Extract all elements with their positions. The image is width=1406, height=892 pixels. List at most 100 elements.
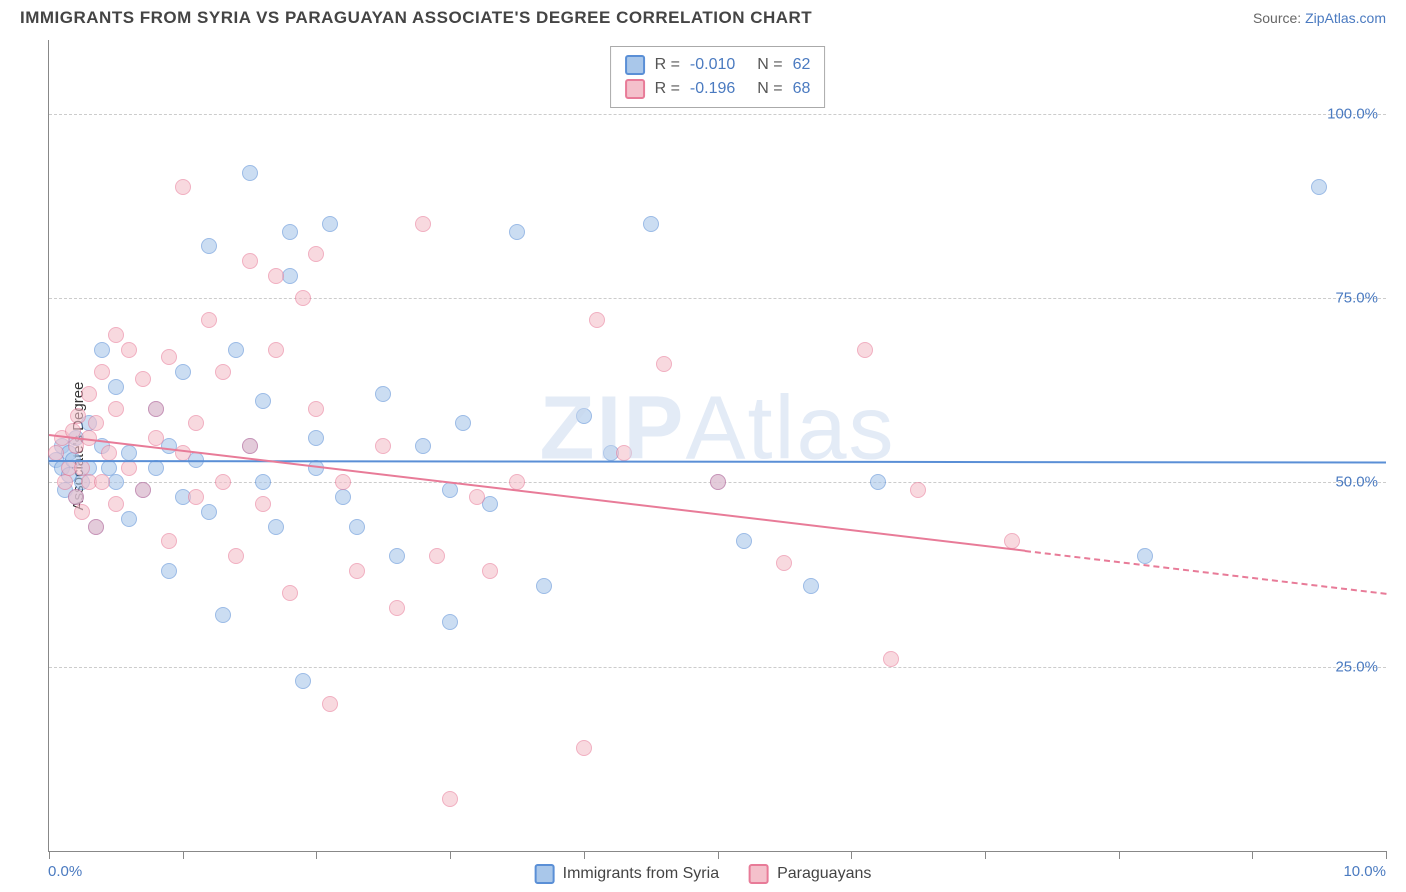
data-point <box>335 489 351 505</box>
data-point <box>201 312 217 328</box>
header: IMMIGRANTS FROM SYRIA VS PARAGUAYAN ASSO… <box>0 0 1406 32</box>
source: Source: ZipAtlas.com <box>1253 10 1386 26</box>
data-point <box>616 445 632 461</box>
data-point <box>536 578 552 594</box>
data-point <box>94 342 110 358</box>
data-point <box>121 445 137 461</box>
data-point <box>108 327 124 343</box>
y-tick-label: 50.0% <box>1335 474 1378 491</box>
source-link[interactable]: ZipAtlas.com <box>1305 10 1386 26</box>
data-point <box>255 474 271 490</box>
data-point <box>415 216 431 232</box>
x-axis-max-label: 10.0% <box>1343 863 1386 880</box>
data-point <box>242 253 258 269</box>
r-value-syria: -0.010 <box>690 56 735 74</box>
x-tick <box>1252 851 1253 859</box>
legend-swatch-syria <box>625 55 645 75</box>
data-point <box>74 504 90 520</box>
data-point <box>883 651 899 667</box>
x-tick <box>584 851 585 859</box>
data-point <box>228 342 244 358</box>
data-point <box>101 445 117 461</box>
data-point <box>70 408 86 424</box>
legend-color-syria <box>535 864 555 884</box>
data-point <box>1137 548 1153 564</box>
data-point <box>442 791 458 807</box>
trend-line-extrapolated <box>1025 550 1386 595</box>
data-point <box>268 519 284 535</box>
n-label: N = <box>757 56 782 74</box>
data-point <box>161 533 177 549</box>
x-tick <box>450 851 451 859</box>
x-tick <box>1386 851 1387 859</box>
data-point <box>228 548 244 564</box>
y-tick-label: 25.0% <box>1335 658 1378 675</box>
data-point <box>255 393 271 409</box>
data-point <box>375 438 391 454</box>
r-value-paraguay: -0.196 <box>690 80 735 98</box>
plot-area: ZIPAtlas R = -0.010 N = 62 R = -0.196 N … <box>48 40 1386 852</box>
data-point <box>188 489 204 505</box>
legend-stats: R = -0.010 N = 62 R = -0.196 N = 68 <box>610 46 826 108</box>
n-label: N = <box>757 80 782 98</box>
data-point <box>201 238 217 254</box>
legend-swatch-paraguay <box>625 79 645 99</box>
data-point <box>375 386 391 402</box>
data-point <box>870 474 886 490</box>
data-point <box>88 415 104 431</box>
data-point <box>282 224 298 240</box>
grid-line <box>49 114 1386 115</box>
data-point <box>242 165 258 181</box>
data-point <box>295 673 311 689</box>
legend-label-syria: Immigrants from Syria <box>563 865 719 883</box>
y-tick-label: 100.0% <box>1327 105 1378 122</box>
data-point <box>335 474 351 490</box>
data-point <box>910 482 926 498</box>
data-point <box>776 555 792 571</box>
grid-line <box>49 667 1386 668</box>
data-point <box>710 474 726 490</box>
data-point <box>148 401 164 417</box>
data-point <box>148 430 164 446</box>
data-point <box>469 489 485 505</box>
data-point <box>322 696 338 712</box>
watermark-bold: ZIP <box>539 379 685 479</box>
x-tick <box>1119 851 1120 859</box>
legend-series: Immigrants from Syria Paraguayans <box>535 864 872 884</box>
legend-stats-row: R = -0.196 N = 68 <box>625 77 811 101</box>
n-value-paraguay: 68 <box>793 80 811 98</box>
watermark: ZIPAtlas <box>539 378 895 481</box>
trend-line <box>49 460 1386 463</box>
data-point <box>94 364 110 380</box>
data-point <box>322 216 338 232</box>
data-point <box>215 364 231 380</box>
data-point <box>175 445 191 461</box>
data-point <box>88 519 104 535</box>
data-point <box>295 290 311 306</box>
r-label: R = <box>655 56 680 74</box>
x-tick <box>316 851 317 859</box>
chart-title: IMMIGRANTS FROM SYRIA VS PARAGUAYAN ASSO… <box>20 8 812 28</box>
data-point <box>736 533 752 549</box>
data-point <box>268 268 284 284</box>
chart-area: Associate's Degree ZIPAtlas R = -0.010 N… <box>48 40 1386 852</box>
r-label: R = <box>655 80 680 98</box>
data-point <box>308 246 324 262</box>
data-point <box>509 224 525 240</box>
data-point <box>576 740 592 756</box>
n-value-syria: 62 <box>793 56 811 74</box>
data-point <box>308 401 324 417</box>
x-tick <box>49 851 50 859</box>
legend-label-paraguay: Paraguayans <box>777 865 871 883</box>
legend-item-paraguay: Paraguayans <box>749 864 871 884</box>
data-point <box>442 614 458 630</box>
data-point <box>135 371 151 387</box>
data-point <box>108 496 124 512</box>
data-point <box>429 548 445 564</box>
data-point <box>135 482 151 498</box>
data-point <box>482 563 498 579</box>
source-prefix: Source: <box>1253 10 1301 26</box>
data-point <box>215 607 231 623</box>
data-point <box>308 430 324 446</box>
data-point <box>68 489 84 505</box>
